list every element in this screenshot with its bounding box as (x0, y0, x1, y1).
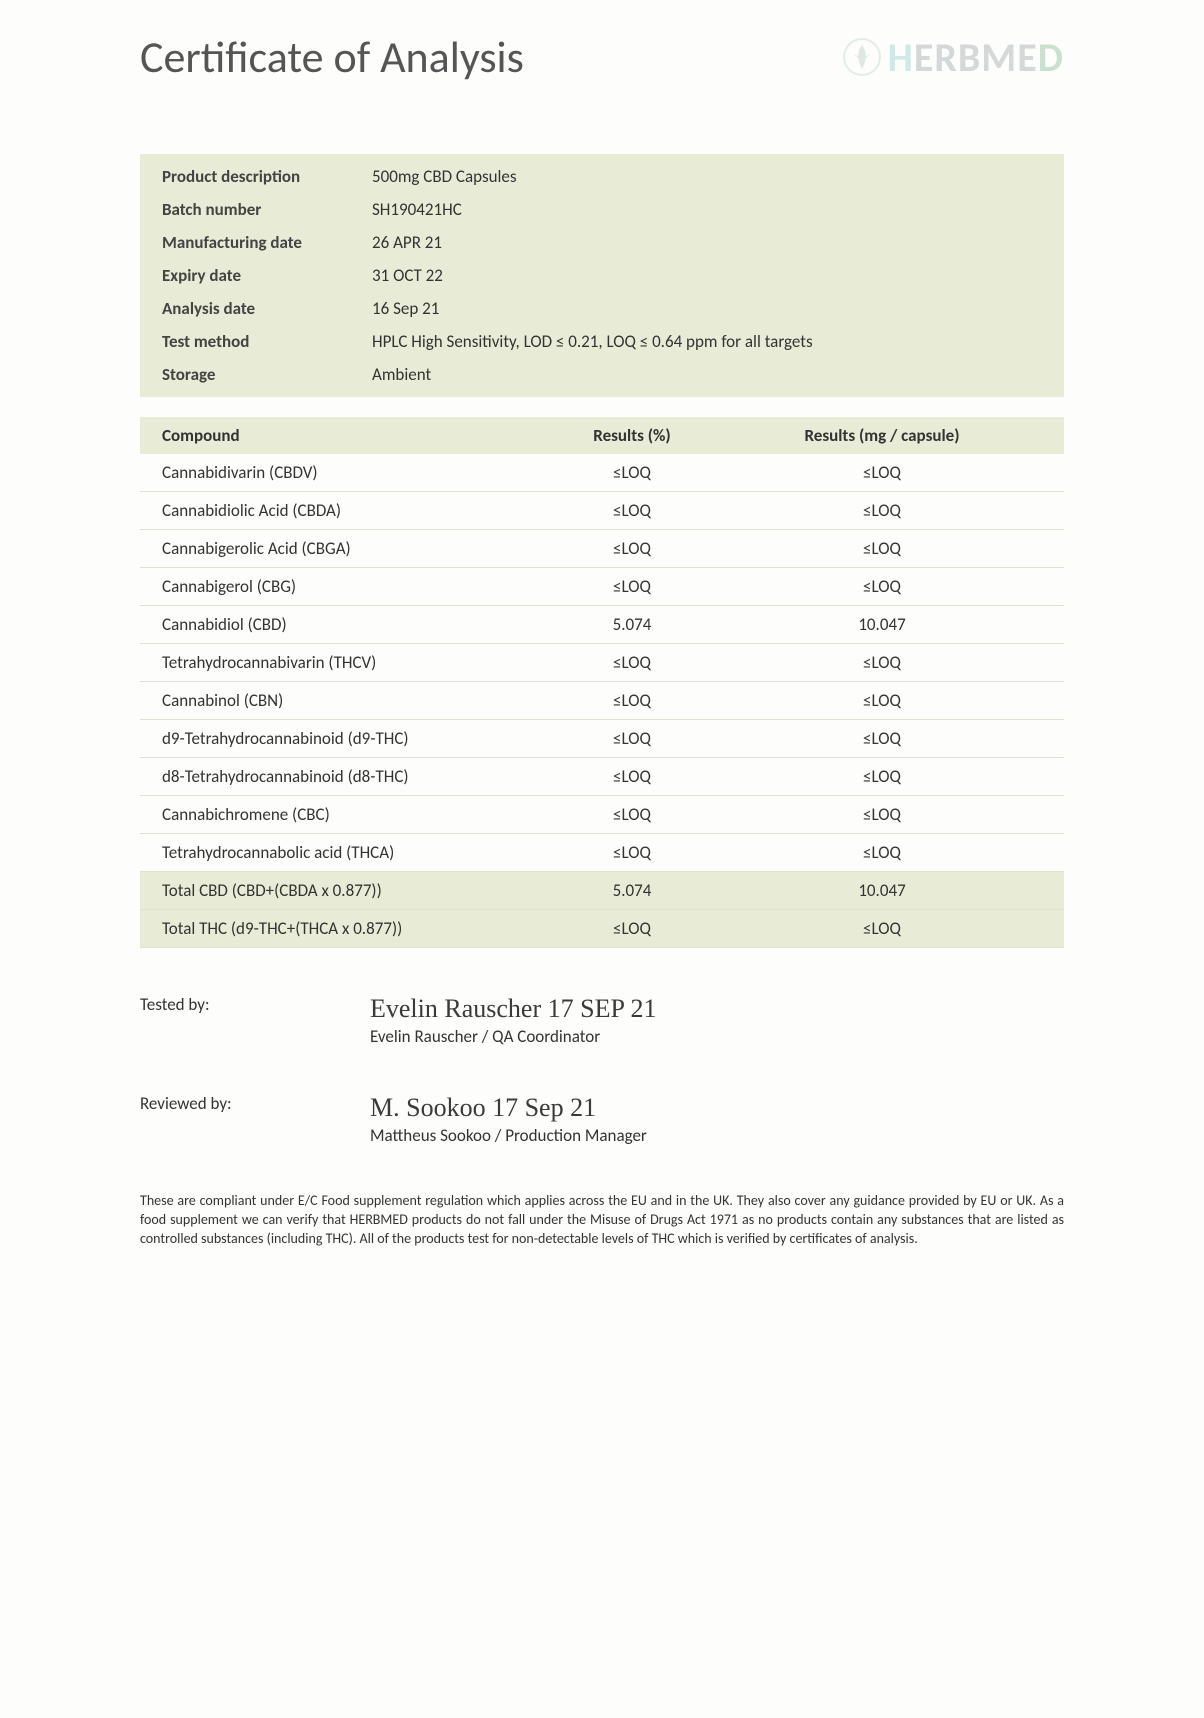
info-row: Test methodHPLC High Sensitivity, LOD ≤ … (140, 325, 1064, 358)
disclaimer-text: These are compliant under E/C Food suppl… (140, 1192, 1064, 1249)
col-header-pct: Results (%) (522, 425, 742, 446)
cell-compound: Cannabidivarin (CBDV) (162, 462, 522, 483)
cell-mg: ≤LOQ (742, 462, 1022, 483)
cell-pct: ≤LOQ (522, 728, 742, 749)
cell-compound: Cannabigerolic Acid (CBGA) (162, 538, 522, 559)
logo-text-mid: ERBME (914, 33, 1038, 82)
reviewed-by-label: Reviewed by: (140, 1093, 370, 1146)
cell-compound: Cannabichromene (CBC) (162, 804, 522, 825)
info-value: SH190421HC (372, 199, 462, 220)
tested-by-block: Tested by: Evelin Rauscher 17 SEP 21 Eve… (140, 994, 1064, 1047)
col-header-mg: Results (mg / capsule) (742, 425, 1022, 446)
reviewed-by-signature: M. Sookoo 17 Sep 21 (370, 1093, 1064, 1123)
cell-pct: 5.074 (522, 880, 742, 901)
table-row: Cannabinol (CBN)≤LOQ≤LOQ (140, 682, 1064, 720)
info-row: Product description500mg CBD Capsules (140, 160, 1064, 193)
info-label: Manufacturing date (162, 232, 372, 253)
info-value: HPLC High Sensitivity, LOD ≤ 0.21, LOQ ≤… (372, 331, 813, 352)
col-header-compound: Compound (162, 425, 522, 446)
cell-mg: ≤LOQ (742, 652, 1022, 673)
page-title: Certificate of Analysis (140, 30, 524, 84)
info-row: Expiry date31 OCT 22 (140, 259, 1064, 292)
results-header: Compound Results (%) Results (mg / capsu… (140, 417, 1064, 454)
table-row: Tetrahydrocannabivarin (THCV)≤LOQ≤LOQ (140, 644, 1064, 682)
info-label: Product description (162, 166, 372, 187)
cell-pct: ≤LOQ (522, 842, 742, 863)
cell-pct: 5.074 (522, 614, 742, 635)
info-value: 500mg CBD Capsules (372, 166, 517, 187)
reviewed-by-block: Reviewed by: M. Sookoo 17 Sep 21 Mattheu… (140, 1093, 1064, 1146)
table-row: d9-Tetrahydrocannabinoid (d9-THC)≤LOQ≤LO… (140, 720, 1064, 758)
table-row: Cannabidivarin (CBDV)≤LOQ≤LOQ (140, 454, 1064, 492)
info-value: 26 APR 21 (372, 232, 442, 253)
info-row: Manufacturing date26 APR 21 (140, 226, 1064, 259)
cell-pct: ≤LOQ (522, 652, 742, 673)
cell-mg: ≤LOQ (742, 690, 1022, 711)
cell-pct: ≤LOQ (522, 918, 742, 939)
cell-pct: ≤LOQ (522, 538, 742, 559)
reviewed-by-name: Mattheus Sookoo / Production Manager (370, 1125, 1064, 1146)
header: Certificate of Analysis HERBMED (140, 30, 1064, 84)
cell-mg: ≤LOQ (742, 576, 1022, 597)
cell-pct: ≤LOQ (522, 690, 742, 711)
table-row: Cannabigerol (CBG)≤LOQ≤LOQ (140, 568, 1064, 606)
table-row: Tetrahydrocannabolic acid (THCA)≤LOQ≤LOQ (140, 834, 1064, 872)
cell-compound: Cannabigerol (CBG) (162, 576, 522, 597)
info-label: Storage (162, 364, 372, 385)
cell-compound: Total CBD (CBD+(CBDA x 0.877)) (162, 880, 522, 901)
table-row: Cannabigerolic Acid (CBGA)≤LOQ≤LOQ (140, 530, 1064, 568)
info-label: Test method (162, 331, 372, 352)
cell-mg: ≤LOQ (742, 842, 1022, 863)
cell-mg: ≤LOQ (742, 728, 1022, 749)
cell-pct: ≤LOQ (522, 500, 742, 521)
cell-compound: Total THC (d9-THC+(THCA x 0.877)) (162, 918, 522, 939)
info-row: Analysis date16 Sep 21 (140, 292, 1064, 325)
cell-pct: ≤LOQ (522, 576, 742, 597)
cell-mg: ≤LOQ (742, 766, 1022, 787)
cell-mg: ≤LOQ (742, 538, 1022, 559)
logo-text-d: D (1038, 33, 1064, 82)
cell-compound: Cannabinol (CBN) (162, 690, 522, 711)
cell-compound: Tetrahydrocannabivarin (THCV) (162, 652, 522, 673)
table-row: Cannabidiol (CBD)5.07410.047 (140, 606, 1064, 644)
info-row: StorageAmbient (140, 358, 1064, 391)
cell-compound: d8-Tetrahydrocannabinoid (d8-THC) (162, 766, 522, 787)
table-row: Total THC (d9-THC+(THCA x 0.877))≤LOQ≤LO… (140, 910, 1064, 948)
cell-mg: ≤LOQ (742, 500, 1022, 521)
brand-logo: HERBMED (842, 33, 1064, 82)
leaf-icon (842, 37, 882, 77)
info-value: Ambient (372, 364, 431, 385)
cell-mg: 10.047 (742, 880, 1022, 901)
table-row: Total CBD (CBD+(CBDA x 0.877))5.07410.04… (140, 872, 1064, 910)
logo-text-h: H (888, 33, 914, 82)
cell-pct: ≤LOQ (522, 462, 742, 483)
tested-by-signature: Evelin Rauscher 17 SEP 21 (370, 994, 1064, 1024)
tested-by-name: Evelin Rauscher / QA Coordinator (370, 1026, 1064, 1047)
results-table: Compound Results (%) Results (mg / capsu… (140, 417, 1064, 948)
info-label: Analysis date (162, 298, 372, 319)
info-row: Batch numberSH190421HC (140, 193, 1064, 226)
cell-compound: Cannabidiolic Acid (CBDA) (162, 500, 522, 521)
table-row: d8-Tetrahydrocannabinoid (d8-THC)≤LOQ≤LO… (140, 758, 1064, 796)
cell-pct: ≤LOQ (522, 766, 742, 787)
cell-pct: ≤LOQ (522, 804, 742, 825)
info-label: Expiry date (162, 265, 372, 286)
table-row: Cannabidiolic Acid (CBDA)≤LOQ≤LOQ (140, 492, 1064, 530)
info-value: 16 Sep 21 (372, 298, 439, 319)
tested-by-label: Tested by: (140, 994, 370, 1047)
cell-compound: d9-Tetrahydrocannabinoid (d9-THC) (162, 728, 522, 749)
cell-mg: ≤LOQ (742, 804, 1022, 825)
info-label: Batch number (162, 199, 372, 220)
cell-compound: Tetrahydrocannabolic acid (THCA) (162, 842, 522, 863)
cell-compound: Cannabidiol (CBD) (162, 614, 522, 635)
cell-mg: ≤LOQ (742, 918, 1022, 939)
info-value: 31 OCT 22 (372, 265, 443, 286)
table-row: Cannabichromene (CBC)≤LOQ≤LOQ (140, 796, 1064, 834)
cell-mg: 10.047 (742, 614, 1022, 635)
info-table: Product description500mg CBD CapsulesBat… (140, 154, 1064, 397)
